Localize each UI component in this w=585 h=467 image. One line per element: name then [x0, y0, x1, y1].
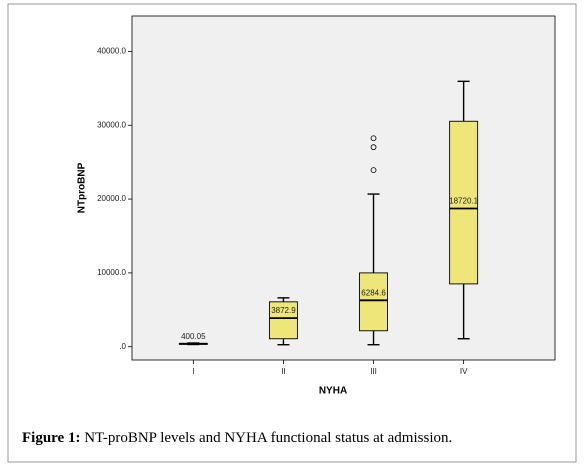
y-tick-label: 20000.0	[97, 194, 126, 203]
y-tick-label: 40000.0	[97, 47, 126, 56]
median-label: 18720.1	[449, 197, 478, 206]
box	[449, 120, 479, 285]
outlier	[370, 135, 377, 142]
y-axis-label: NTproBNP	[77, 162, 88, 213]
x-tick-label: II	[281, 367, 285, 376]
x-tick-label: III	[370, 367, 377, 376]
outlier	[370, 167, 377, 174]
median-label: 400.05	[181, 332, 206, 341]
box	[359, 272, 388, 332]
y-tick-label: .0	[119, 342, 126, 351]
box	[268, 301, 298, 340]
caption-label: Figure 1:	[22, 430, 80, 446]
x-tick-label: I	[192, 367, 194, 376]
caption-text: NT-proBNP levels and NYHA functional sta…	[84, 430, 452, 446]
caption: Figure 1: NT-proBNP levels and NYHA func…	[22, 430, 452, 446]
y-tick-label: 30000.0	[97, 120, 126, 129]
plot-area	[131, 15, 556, 361]
median-label: 3872.9	[271, 306, 296, 315]
y-tick-label: 10000.0	[97, 268, 126, 277]
x-axis-label: NYHA	[319, 386, 347, 397]
outlier	[370, 144, 377, 151]
median-label: 6284.6	[361, 288, 386, 297]
x-tick-label: IV	[460, 367, 468, 376]
